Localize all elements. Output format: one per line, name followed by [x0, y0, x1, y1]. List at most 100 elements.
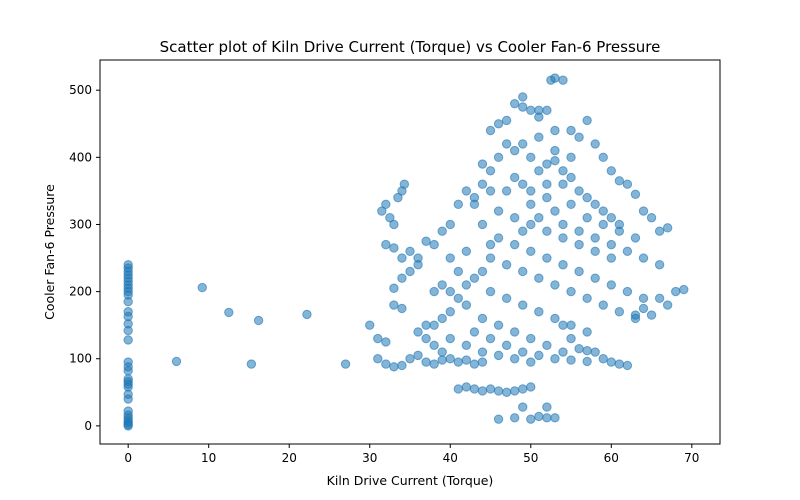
scatter-point [340, 359, 351, 369]
scatter-point [397, 253, 407, 263]
scatter-point [542, 226, 552, 236]
scatter-point [123, 357, 133, 367]
scatter-point [365, 320, 375, 330]
scatter-point [582, 115, 592, 126]
scatter-point [518, 92, 528, 102]
scatter-point [518, 102, 528, 112]
scatter-point [389, 300, 399, 310]
scatter-point [501, 139, 512, 149]
scatter-point [445, 354, 455, 364]
scatter-point [399, 179, 410, 189]
scatter-point [622, 286, 633, 297]
scatter-point [574, 239, 584, 250]
scatter-point [606, 357, 616, 367]
scatter-point [598, 219, 608, 230]
scatter-point [638, 206, 649, 216]
scatter-point [123, 406, 133, 416]
scatter-point [550, 206, 560, 216]
scatter-point [413, 253, 423, 263]
points-layer [123, 73, 689, 431]
scatter-point [638, 293, 649, 304]
scatter-point [501, 115, 512, 126]
scatter-point [550, 73, 560, 83]
scatter-point [574, 226, 584, 236]
scatter-point [389, 243, 399, 253]
y-tick-label: 100 [69, 352, 92, 366]
scatter-point [582, 192, 592, 203]
scatter-point [598, 206, 608, 216]
scatter-point [477, 266, 488, 277]
scatter-point [590, 233, 600, 243]
scatter-point [509, 327, 520, 337]
scatter-point [542, 413, 552, 423]
scatter-point [598, 354, 608, 364]
scatter-point [558, 233, 568, 243]
scatter-point [590, 199, 600, 210]
scatter-point [397, 303, 407, 314]
scatter-point [461, 300, 472, 310]
x-tick-label: 10 [201, 451, 216, 465]
y-axis-label: Cooler Fan-6 Pressure [42, 184, 57, 320]
scatter-point [542, 159, 552, 169]
scatter-point [429, 359, 439, 369]
scatter-point [558, 347, 568, 357]
x-tick-label: 70 [684, 451, 699, 465]
scatter-point [477, 357, 488, 367]
x-tick-label: 60 [604, 451, 619, 465]
scatter-point [679, 284, 689, 295]
scatter-point [373, 354, 383, 364]
scatter-point [509, 413, 520, 423]
scatter-point [445, 286, 455, 297]
scatter-point [421, 236, 431, 246]
scatter-point [526, 357, 536, 367]
scatter-point [397, 360, 407, 371]
scatter-point [445, 333, 455, 344]
y-tick-label: 200 [69, 285, 92, 299]
scatter-point [389, 283, 399, 293]
scatter-point [622, 360, 633, 371]
scatter-point [534, 105, 544, 116]
scatter-point [123, 335, 133, 345]
y-tick-label: 500 [69, 83, 92, 97]
scatter-point [477, 219, 488, 230]
scatter-point [445, 219, 455, 230]
scatter-point [477, 386, 488, 396]
scatter-point [566, 355, 576, 365]
scatter-point [381, 239, 391, 250]
scatter-point [469, 199, 480, 210]
scatter-point [542, 402, 552, 412]
scatter-point [654, 293, 665, 304]
plot-frame [99, 59, 721, 445]
scatter-point [485, 333, 496, 344]
scatter-point [485, 253, 496, 263]
scatter-point [662, 223, 673, 233]
scatter-point [461, 186, 472, 196]
x-tick-label: 40 [443, 451, 458, 465]
scatter-point [509, 172, 520, 183]
scatter-point [566, 320, 576, 330]
scatter-point [606, 280, 616, 290]
scatter-point [630, 189, 641, 199]
scatter-point [518, 266, 528, 277]
scatter-point [302, 309, 312, 320]
scatter-point [413, 327, 423, 337]
scatter-point [518, 300, 528, 310]
scatter-point [614, 226, 625, 236]
scatter-point [246, 359, 257, 369]
scatter-point [501, 260, 512, 270]
scatter-point [405, 354, 415, 364]
scatter-point [671, 286, 681, 297]
scatter-point [558, 179, 568, 189]
scatter-point [453, 199, 464, 210]
scatter-point [590, 347, 600, 357]
scatter-point [501, 387, 512, 398]
scatter-point [453, 357, 464, 367]
scatter-point [558, 166, 568, 176]
scatter-point [381, 199, 391, 210]
scatter-point [542, 340, 552, 351]
scatter-point [453, 384, 464, 394]
scatter-point [421, 333, 431, 344]
scatter-point [654, 260, 665, 270]
scatter-point [509, 98, 520, 109]
chart-title: Scatter plot of Kiln Drive Current (Torq… [160, 38, 661, 56]
